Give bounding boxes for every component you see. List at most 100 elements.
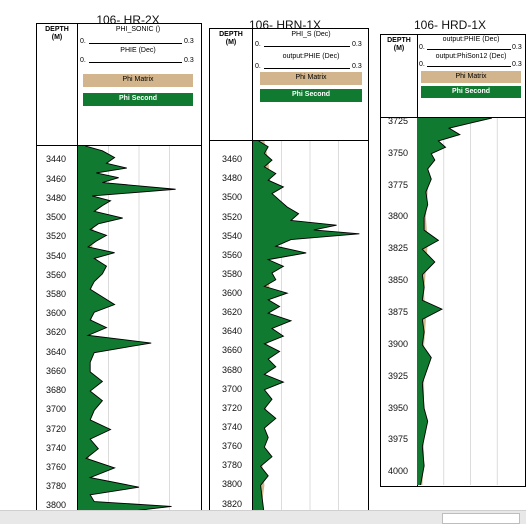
log-header: DEPTH (M) PHI_SONIC () 0. 0.3 PHIE (Dec)… bbox=[37, 24, 201, 146]
scale-line bbox=[264, 46, 350, 47]
scale-max: 0.3 bbox=[352, 41, 362, 48]
depth-tick-label: 3780 bbox=[222, 460, 243, 471]
scale-max: 0.3 bbox=[512, 61, 522, 68]
depth-tick-label: 3600 bbox=[46, 308, 67, 319]
depth-header: DEPTH (M) bbox=[37, 24, 78, 145]
scale-min: 0. bbox=[255, 41, 261, 48]
depth-tick-label: 3540 bbox=[222, 230, 243, 241]
depth-tick-label: 3460 bbox=[46, 173, 67, 184]
depth-tick-label: 3850 bbox=[388, 275, 409, 286]
depth-tick-label: 3500 bbox=[222, 192, 243, 203]
fill-legend-matrix: Phi Matrix bbox=[260, 72, 362, 85]
curve-name: output:PhiSon12 (Dec) bbox=[435, 53, 507, 60]
curve-name: PHI_SONIC () bbox=[115, 26, 161, 33]
depth-header: DEPTH (M) bbox=[381, 35, 418, 117]
log-header: DEPTH (M) PHI_S (Dec) 0. 0.3 output:PHIE… bbox=[210, 29, 368, 141]
depth-tick-label: 3800 bbox=[388, 211, 409, 222]
depth-tick-label: 3740 bbox=[222, 421, 243, 432]
depth-tick-label: 3520 bbox=[222, 211, 243, 222]
depth-tick-label: 3580 bbox=[222, 268, 243, 279]
depth-track bbox=[37, 146, 78, 517]
well-title-hrd-1x: 106- HRD-1X bbox=[413, 18, 487, 32]
scale-line bbox=[427, 66, 511, 67]
scale-line bbox=[264, 68, 350, 69]
depth-tick-label: 3775 bbox=[388, 179, 409, 190]
scale-line bbox=[427, 49, 511, 50]
scale-min: 0. bbox=[419, 61, 425, 68]
depth-tick-label: 3750 bbox=[388, 147, 409, 158]
depth-tick-label: 3720 bbox=[46, 423, 67, 434]
depth-tick-label: 3660 bbox=[222, 345, 243, 356]
depth-tick-label: 3700 bbox=[222, 383, 243, 394]
depth-tick-label: 3480 bbox=[46, 192, 67, 203]
depth-track bbox=[210, 141, 253, 517]
depth-tick-label: 3560 bbox=[46, 269, 67, 280]
curve-name: output:PHIE (Dec) bbox=[442, 36, 500, 43]
depth-tick-label: 3780 bbox=[46, 481, 67, 492]
log-panel-hrn-1x: DEPTH (M) PHI_S (Dec) 0. 0.3 output:PHIE… bbox=[209, 28, 369, 518]
scale-max: 0.3 bbox=[184, 57, 194, 64]
depth-tick-label: 3600 bbox=[222, 288, 243, 299]
log-header: DEPTH (M) output:PHIE (Dec) 0. 0.3 outpu… bbox=[381, 35, 525, 118]
depth-tick-label: 3875 bbox=[388, 306, 409, 317]
log-panel-hrd-1x: DEPTH (M) output:PHIE (Dec) 0. 0.3 outpu… bbox=[380, 34, 526, 487]
series-area-output-phie-dec- bbox=[253, 141, 360, 516]
log-panel-hr-2x: DEPTH (M) PHI_SONIC () 0. 0.3 PHIE (Dec)… bbox=[36, 23, 202, 518]
depth-tick-label: 3740 bbox=[46, 442, 67, 453]
depth-tick-label: 3480 bbox=[222, 173, 243, 184]
depth-tick-label: 3950 bbox=[388, 402, 409, 413]
log-plot-hr-2x bbox=[78, 146, 176, 516]
status-field[interactable] bbox=[442, 513, 520, 524]
scale-line bbox=[89, 43, 182, 44]
curve-name: output:PHIE (Dec) bbox=[282, 53, 340, 60]
depth-tick-label: 3925 bbox=[388, 370, 409, 381]
depth-tick-label: 3460 bbox=[222, 154, 243, 165]
depth-tick-label: 3820 bbox=[222, 498, 243, 509]
fill-legend-second: Phi Second bbox=[421, 86, 521, 98]
depth-track bbox=[381, 118, 418, 486]
depth-tick-label: 3900 bbox=[388, 338, 409, 349]
depth-tick-label: 3560 bbox=[222, 249, 243, 260]
depth-tick-label: 3800 bbox=[46, 500, 67, 511]
depth-header: DEPTH (M) bbox=[210, 29, 253, 140]
scale-max: 0.3 bbox=[352, 63, 362, 70]
scale-max: 0.3 bbox=[184, 38, 194, 45]
depth-tick-label: 3640 bbox=[46, 346, 67, 357]
depth-tick-label: 3640 bbox=[222, 326, 243, 337]
depth-tick-label: 3500 bbox=[46, 212, 67, 223]
depth-tick-label: 3975 bbox=[388, 434, 409, 445]
scale-min: 0. bbox=[80, 57, 86, 64]
series-line-output-phie-dec- bbox=[420, 118, 493, 485]
depth-tick-label: 3540 bbox=[46, 250, 67, 261]
depth-tick-label: 3825 bbox=[388, 243, 409, 254]
scale-min: 0. bbox=[255, 63, 261, 70]
depth-tick-label: 3580 bbox=[46, 288, 67, 299]
scale-line bbox=[89, 62, 182, 63]
depth-tick-label: 3800 bbox=[222, 479, 243, 490]
log-plot-hrn-1x bbox=[253, 141, 360, 516]
curve-name: PHIE (Dec) bbox=[120, 47, 156, 54]
scale-min: 0. bbox=[419, 44, 425, 51]
series-line-output-phie-dec- bbox=[258, 141, 360, 516]
series-line-phie-dec- bbox=[85, 146, 176, 516]
depth-tick-label: 3680 bbox=[222, 364, 243, 375]
depth-tick-label: 3760 bbox=[46, 461, 67, 472]
depth-tick-label: 3725 bbox=[388, 115, 409, 126]
fill-legend-second: Phi Second bbox=[260, 89, 362, 102]
depth-tick-label: 3620 bbox=[46, 327, 67, 338]
depth-tick-label: 3720 bbox=[222, 402, 243, 413]
depth-tick-label: 3660 bbox=[46, 365, 67, 376]
fill-legend-matrix: Phi Matrix bbox=[83, 74, 193, 87]
depth-tick-label: 3620 bbox=[222, 307, 243, 318]
depth-tick-label: 3520 bbox=[46, 231, 67, 242]
fill-legend-matrix: Phi Matrix bbox=[421, 71, 521, 83]
scale-min: 0. bbox=[80, 38, 86, 45]
log-plot-hrd-1x bbox=[417, 118, 498, 485]
depth-tick-label: 3440 bbox=[46, 154, 67, 165]
scale-max: 0.3 bbox=[512, 44, 522, 51]
curve-name: PHI_S (Dec) bbox=[291, 31, 331, 38]
status-bar bbox=[0, 510, 526, 524]
fill-legend-second: Phi Second bbox=[83, 93, 193, 106]
depth-tick-label: 3680 bbox=[46, 385, 67, 396]
series-area-output-phie-dec- bbox=[417, 118, 492, 485]
